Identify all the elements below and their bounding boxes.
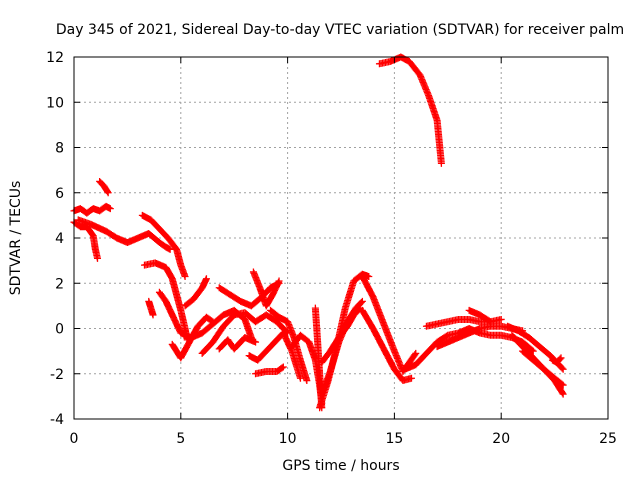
x-axis-label: GPS time / hours [282,458,399,474]
series-track-32 [519,347,567,389]
series-track-3 [96,177,112,197]
series-track-9 [168,313,217,362]
plus-markers [168,313,217,362]
y-tick-label: 8 [55,141,64,157]
plus-markers [215,334,260,353]
plus-markers [252,363,287,378]
series-track-29 [465,306,495,326]
y-tick-label: 6 [55,186,64,202]
plus-markers [181,275,210,310]
y-axis-label: SDTVAR / TECUs [8,181,24,296]
series-track-11 [198,309,292,357]
plus-markers [245,329,304,382]
series-track-12 [215,334,260,353]
series-track-4 [74,216,174,253]
plus-markers [519,347,567,389]
y-tick-label: 2 [55,276,64,292]
plus-markers [140,259,191,344]
x-tick-label: 5 [176,431,185,447]
series-track-24 [358,306,415,385]
y-tick-label: 0 [55,322,64,338]
series-track-22 [318,304,364,366]
plus-markers [70,202,114,217]
plus-markers [465,306,495,326]
plus-markers [375,53,445,167]
x-tick-label: 25 [599,431,617,447]
plus-markers [249,268,283,310]
y-tick-label: 12 [46,50,64,66]
y-tick-label: 10 [46,95,64,111]
plus-markers [358,306,415,385]
plus-markers [318,304,364,366]
plus-markers [145,297,157,319]
series-track-5 [138,211,189,280]
series-track-33 [548,354,565,366]
series-track-16 [252,363,287,378]
plus-markers [74,216,174,253]
y-tick-label: -4 [50,412,64,428]
plot-points [70,53,567,412]
x-tick-label: 0 [70,431,79,447]
axis-ticks: 0 5 10 15 20 25 -4 -2 0 2 4 6 8 10 12 [46,50,617,447]
series-track-15 [245,329,304,382]
x-tick-label: 10 [279,431,297,447]
plus-markers [198,309,292,357]
chart-title: Day 345 of 2021, Sidereal Day-to-day VTE… [56,22,624,38]
x-tick-label: 15 [385,431,403,447]
series-track-7 [145,297,157,319]
series-track-1 [70,202,114,217]
series-track-14 [249,268,283,310]
x-tick-label: 20 [492,431,510,447]
plus-markers [548,354,565,366]
series-track-6 [140,259,191,344]
series-track-25 [375,53,445,167]
series-track-10 [181,275,210,310]
plus-markers [138,211,189,280]
plus-markers [96,177,112,197]
y-tick-label: 4 [55,231,64,247]
y-tick-label: -2 [50,367,64,383]
